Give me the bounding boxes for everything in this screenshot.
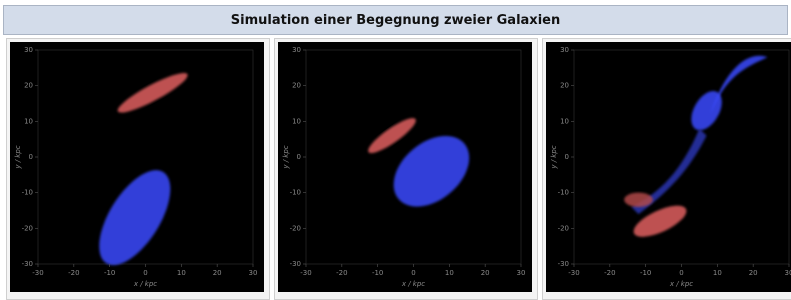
x-tick-label: -30 — [568, 269, 579, 277]
y-tick-label: 30 — [24, 46, 33, 54]
x-tick-label: 20 — [749, 269, 758, 277]
x-tick-label: -30 — [300, 269, 311, 277]
x-tick-label: -20 — [68, 269, 79, 277]
y-tick-label: 0 — [565, 153, 569, 161]
x-axis-label: x / kpc — [133, 280, 157, 288]
x-tick-label: -30 — [32, 269, 43, 277]
galaxy — [685, 86, 728, 136]
y-tick-label: 30 — [560, 46, 569, 54]
panel: -30 -20 -10 0 10 20 30 -30 -20 -10 0 10 20 30 x / kpc y… — [274, 38, 538, 300]
y-tick-label: -20 — [558, 224, 569, 232]
panel: -30 -20 -10 0 10 20 30 -30 -20 -10 0 10 20 30 x / kpc y… — [6, 38, 270, 300]
galaxy — [85, 159, 185, 277]
galaxy — [114, 67, 191, 118]
x-axis-label: x / kpc — [669, 280, 693, 288]
x-tick-label: -10 — [372, 269, 383, 277]
y-tick-label: 10 — [292, 117, 301, 125]
y-tick-label: 0 — [297, 153, 301, 161]
y-tick-label: -20 — [22, 224, 33, 232]
y-tick-label: 10 — [24, 117, 33, 125]
x-tick-label: 20 — [481, 269, 490, 277]
x-tick-label: -10 — [640, 269, 651, 277]
y-axis-label: y / kpc — [550, 145, 558, 169]
galaxy — [624, 193, 653, 207]
plot-frame — [574, 50, 789, 264]
y-axis-label: y / kpc — [282, 145, 290, 169]
simulation-image: -30 -20 -10 0 10 20 30 -30 -20 -10 0 10 20 30 x / kpc y… — [278, 42, 532, 292]
y-tick-label: -30 — [558, 260, 569, 268]
y-tick-label: 30 — [292, 46, 301, 54]
x-tick-label: 10 — [177, 269, 186, 277]
page: Simulation einer Begegnung zweier Galaxi… — [0, 0, 791, 286]
y-tick-label: 20 — [292, 82, 301, 90]
x-tick-label: 0 — [143, 269, 147, 277]
x-tick-label: 30 — [517, 269, 526, 277]
x-tick-label: 10 — [713, 269, 722, 277]
y-tick-label: -10 — [558, 189, 569, 197]
x-tick-label: 30 — [785, 269, 791, 277]
simulation-image: -30 -20 -10 0 10 20 30 -30 -20 -10 0 10 20 30 x / kpc y… — [10, 42, 264, 292]
x-tick-label: 0 — [411, 269, 415, 277]
x-tick-label: 10 — [445, 269, 454, 277]
x-axis-label: x / kpc — [401, 280, 425, 288]
y-tick-label: 10 — [560, 117, 569, 125]
y-tick-label: 20 — [560, 82, 569, 90]
y-tick-label: -10 — [22, 189, 33, 197]
y-tick-label: -10 — [290, 189, 301, 197]
x-tick-label: 20 — [213, 269, 222, 277]
x-tick-label: 30 — [249, 269, 258, 277]
simulation-image: -30 -20 -10 0 10 20 30 -30 -20 -10 0 10 20 30 x / kpc y… — [546, 42, 791, 292]
y-tick-label: 0 — [29, 153, 33, 161]
y-axis-label: y / kpc — [14, 145, 22, 169]
y-tick-label: -30 — [290, 260, 301, 268]
x-tick-label: -10 — [104, 269, 115, 277]
x-tick-label: 0 — [679, 269, 683, 277]
y-tick-label: -20 — [290, 224, 301, 232]
header-title: Simulation einer Begegnung zweier Galaxi… — [3, 5, 788, 35]
y-tick-label: -30 — [22, 260, 33, 268]
x-tick-label: -20 — [604, 269, 615, 277]
panel: -30 -20 -10 0 10 20 30 -30 -20 -10 0 10 20 30 x / kpc y… — [542, 38, 791, 300]
x-tick-label: -20 — [336, 269, 347, 277]
y-tick-label: 20 — [24, 82, 33, 90]
